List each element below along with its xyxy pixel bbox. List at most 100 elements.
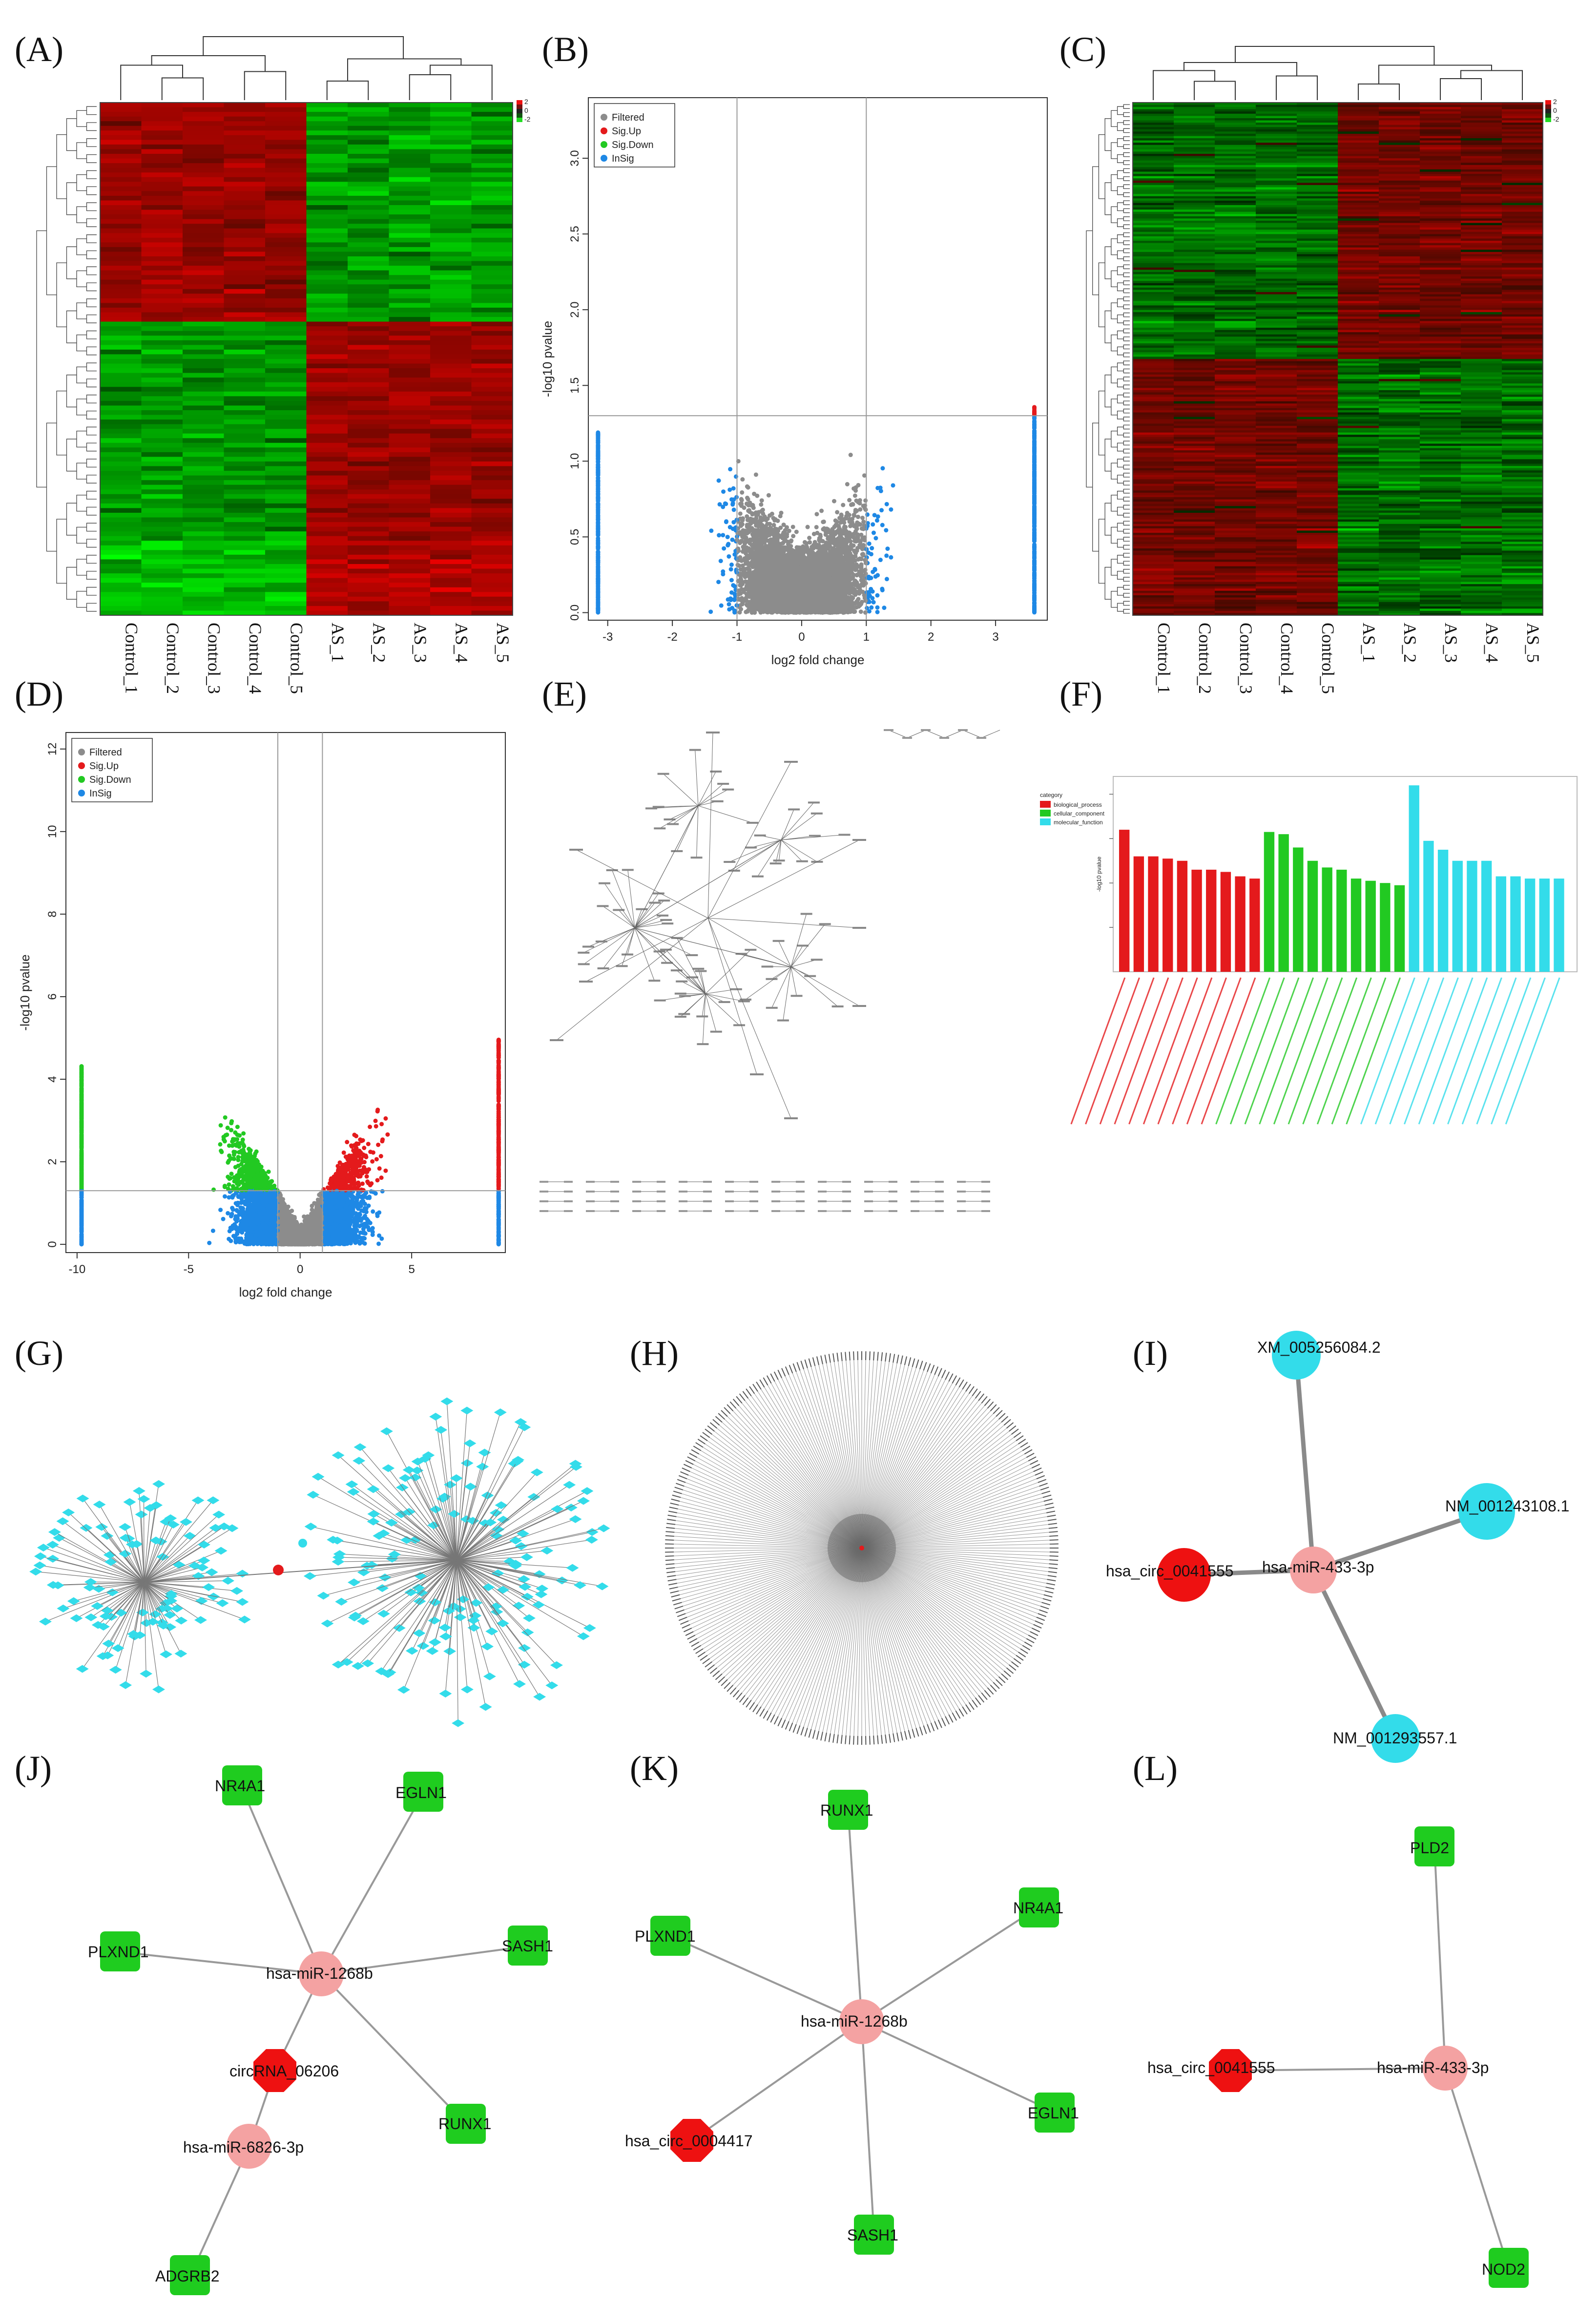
heatmap-cell	[471, 583, 513, 588]
heatmap-cell	[141, 144, 183, 150]
heatmap-cell	[389, 531, 431, 537]
heatmap-cell	[141, 550, 183, 555]
heatmap-cell	[100, 303, 142, 308]
heatmap-cell	[389, 228, 431, 233]
heatmap-cell	[306, 429, 348, 434]
heatmap-cell	[348, 554, 390, 560]
heatmap-cell	[265, 321, 307, 327]
heatmap-cell	[100, 317, 142, 322]
volcano-point	[717, 502, 722, 507]
heatmap-cell	[141, 359, 183, 364]
panel-label-j: (J)	[15, 1748, 52, 1789]
heatmap-cell	[100, 289, 142, 294]
heatmap-cell	[471, 135, 513, 140]
heatmap-cell	[348, 116, 390, 122]
dendrogram-branch	[76, 398, 87, 416]
heatmap-cell	[265, 154, 307, 159]
heatmap-cell	[100, 200, 142, 206]
volcano-point	[856, 514, 861, 519]
heatmap-cell	[430, 149, 472, 154]
heatmap-cell	[224, 121, 266, 126]
heatmap-cell	[224, 103, 266, 108]
volcano-point	[730, 606, 735, 610]
heatmap-cell	[471, 186, 513, 191]
heatmap-cell	[100, 373, 142, 378]
heatmap-cell	[389, 415, 431, 420]
volcano-point	[889, 507, 893, 512]
heatmap-cell	[430, 526, 472, 532]
dendrogram-branch	[66, 502, 77, 536]
heatmap-cell	[389, 261, 431, 266]
heatmap-cell	[348, 429, 390, 434]
heatmap-cell	[471, 489, 513, 495]
heatmap-cell	[183, 289, 225, 294]
heatmap-cell	[265, 112, 307, 117]
heatmap-cell	[430, 475, 472, 481]
heatmap-cell	[141, 261, 183, 266]
heatmap-cell	[348, 442, 390, 448]
heatmap-cell	[471, 387, 513, 392]
heatmap-cell	[389, 424, 431, 429]
heatmap-cell	[471, 126, 513, 131]
heatmap-cell	[100, 503, 142, 509]
heatmap-cell	[430, 429, 472, 434]
heatmap-cell	[100, 284, 142, 290]
panel-label-h: (H)	[630, 1333, 679, 1374]
heatmap-cell	[224, 363, 266, 369]
heatmap-cell	[141, 345, 183, 350]
heatmap-cell	[265, 587, 307, 592]
sample-label: Control_2	[163, 623, 183, 694]
heatmap-cell	[224, 326, 266, 332]
heatmap-cell	[183, 554, 225, 560]
heatmap-cell	[348, 186, 390, 191]
volcano-point	[727, 602, 731, 607]
heatmap-cell	[306, 177, 348, 182]
heatmap-cell	[389, 606, 431, 611]
heatmap-cell	[389, 195, 431, 201]
heatmap-cell	[141, 373, 183, 378]
heatmap-cell	[389, 345, 431, 350]
heatmap-cell	[430, 237, 472, 243]
volcano-point	[740, 477, 745, 482]
volcano-point	[884, 577, 889, 582]
heatmap-cell	[306, 224, 348, 229]
heatmap-cell	[265, 270, 307, 275]
heatmap-cell	[389, 536, 431, 541]
heatmap-cell	[100, 186, 142, 191]
heatmap-cell	[306, 130, 348, 136]
heatmap-cell	[141, 126, 183, 131]
heatmap-cell	[306, 438, 348, 443]
heatmap-cell	[389, 419, 431, 425]
heatmap-cell	[306, 461, 348, 467]
heatmap-cell	[430, 308, 472, 313]
heatmap-cell	[306, 531, 348, 537]
heatmap-cell	[389, 391, 431, 397]
heatmap-cell	[471, 461, 513, 467]
heatmap-cell	[183, 452, 225, 458]
panel-label-c: (C)	[1059, 29, 1106, 70]
heatmap-cell	[183, 284, 225, 290]
heatmap-cell	[100, 368, 142, 374]
heatmap-cell	[183, 541, 225, 546]
heatmap-cell	[141, 610, 183, 616]
heatmap-cell	[471, 377, 513, 383]
heatmap-cell	[348, 317, 390, 322]
heatmap-cell	[183, 517, 225, 523]
heatmap-cell	[430, 508, 472, 513]
heatmap-cell	[430, 601, 472, 607]
heatmap-cell	[265, 242, 307, 248]
heatmap-cell	[306, 191, 348, 196]
heatmap-cell	[183, 494, 225, 499]
volcano-point	[740, 602, 745, 607]
heatmap-cell	[306, 400, 348, 406]
heatmap-cell	[100, 541, 142, 546]
heatmap-cell	[430, 554, 472, 560]
heatmap-cell	[100, 182, 142, 187]
heatmap-cell	[224, 359, 266, 364]
heatmap-cell	[348, 489, 390, 495]
heatmap-cell	[183, 531, 225, 537]
heatmap-cell	[389, 298, 431, 304]
heatmap-cell	[265, 559, 307, 565]
heatmap-cell	[348, 345, 390, 350]
heatmap-cell	[306, 503, 348, 509]
